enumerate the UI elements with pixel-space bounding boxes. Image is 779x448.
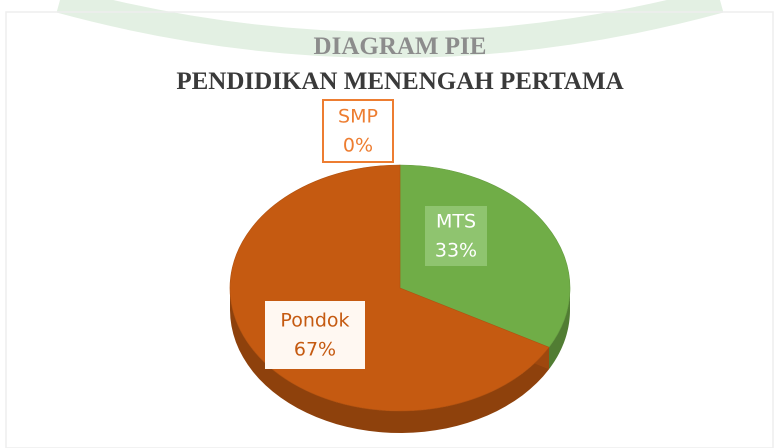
label-category: SMP — [338, 106, 378, 128]
slice-side — [548, 288, 570, 370]
label-box — [322, 99, 394, 163]
label-box — [425, 206, 487, 266]
chart-title: DIAGRAM PIE — [314, 33, 487, 60]
frame — [5, 11, 774, 448]
label-value: 33% — [435, 240, 477, 262]
label-value: 0% — [343, 135, 373, 157]
label-category: MTS — [436, 211, 476, 233]
slice-side — [230, 288, 549, 433]
label-box — [265, 301, 365, 369]
label-value: 67% — [294, 339, 336, 361]
watermark-arc — [56, 0, 724, 58]
chart-subtitle: PENDIDIKAN MENENGAH PERTAMA — [176, 68, 623, 95]
labels: SMP 0% MTS 33% Pondok 67% — [265, 99, 487, 369]
label-category: Pondok — [280, 310, 349, 332]
pie — [229, 164, 571, 433]
